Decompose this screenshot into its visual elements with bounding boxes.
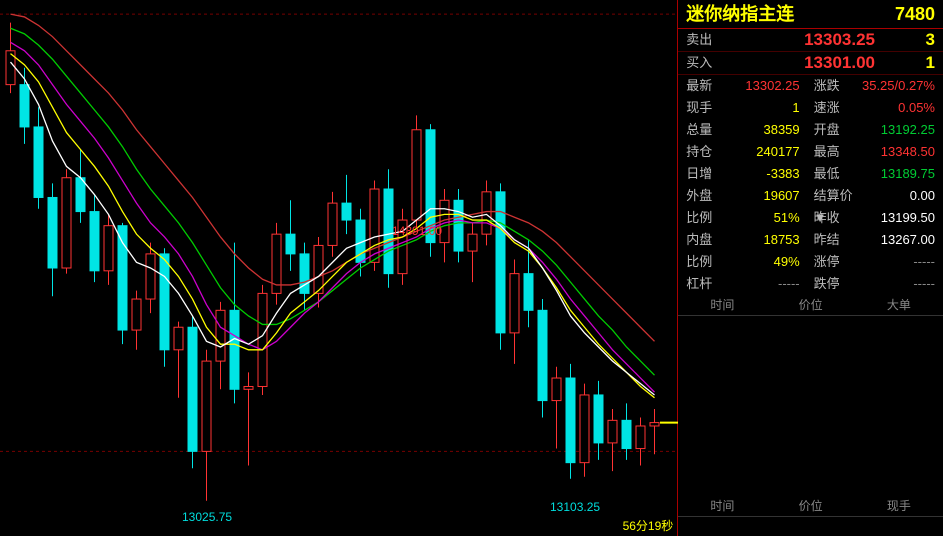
instrument-name: 迷你纳指主连 — [686, 4, 794, 24]
quote-row: 总量38359开盘13192.25 — [678, 119, 943, 141]
quote-row: 比例51%昨收13199.50 — [678, 207, 943, 229]
candlestick-chart[interactable]: 14391.00 13025.75 13103.25 56分19秒 — [0, 0, 678, 536]
ask-label: 卖出 — [678, 29, 726, 51]
bid-price: 13301.00 — [726, 52, 885, 74]
ask-price: 13303.25 — [726, 29, 885, 51]
bid-row[interactable]: 买入 13301.00 1 — [678, 52, 943, 75]
bid-qty: 1 — [885, 52, 943, 74]
quote-row: 现手1速涨0.05% — [678, 97, 943, 119]
quote-row: 比例49%涨停----- — [678, 251, 943, 273]
price-annotation: 14391.00 — [392, 224, 442, 238]
quote-row: 外盘19607结算价▼0.00 — [678, 185, 943, 207]
price-annotation: 13103.25 — [550, 500, 600, 514]
quote-row: 杠杆-----跌停----- — [678, 273, 943, 295]
tick-list-area[interactable] — [678, 316, 943, 496]
quote-row: 最新13302.25涨跌35.25/0.27% — [678, 75, 943, 97]
price-annotation: 13025.75 — [182, 510, 232, 524]
ask-row[interactable]: 卖出 13303.25 3 — [678, 29, 943, 52]
quote-row: 日增-3383最低13189.75 — [678, 163, 943, 185]
ask-qty: 3 — [885, 29, 943, 51]
chart-svg — [0, 0, 678, 536]
quote-panel: 迷你纳指主连 7480 卖出 13303.25 3 买入 13301.00 1 … — [678, 0, 943, 536]
instrument-title: 迷你纳指主连 7480 — [678, 0, 943, 29]
quote-row: 持仓240177最高13348.50 — [678, 141, 943, 163]
bid-label: 买入 — [678, 52, 726, 74]
instrument-code: 7480 — [895, 0, 935, 28]
countdown-timer: 56分19秒 — [623, 517, 674, 534]
tick-header-1: 时间 价位 大单 — [678, 295, 943, 316]
quote-row: 内盘18753昨结13267.00 — [678, 229, 943, 251]
tick-header-2: 时间 价位 现手 — [678, 496, 943, 517]
